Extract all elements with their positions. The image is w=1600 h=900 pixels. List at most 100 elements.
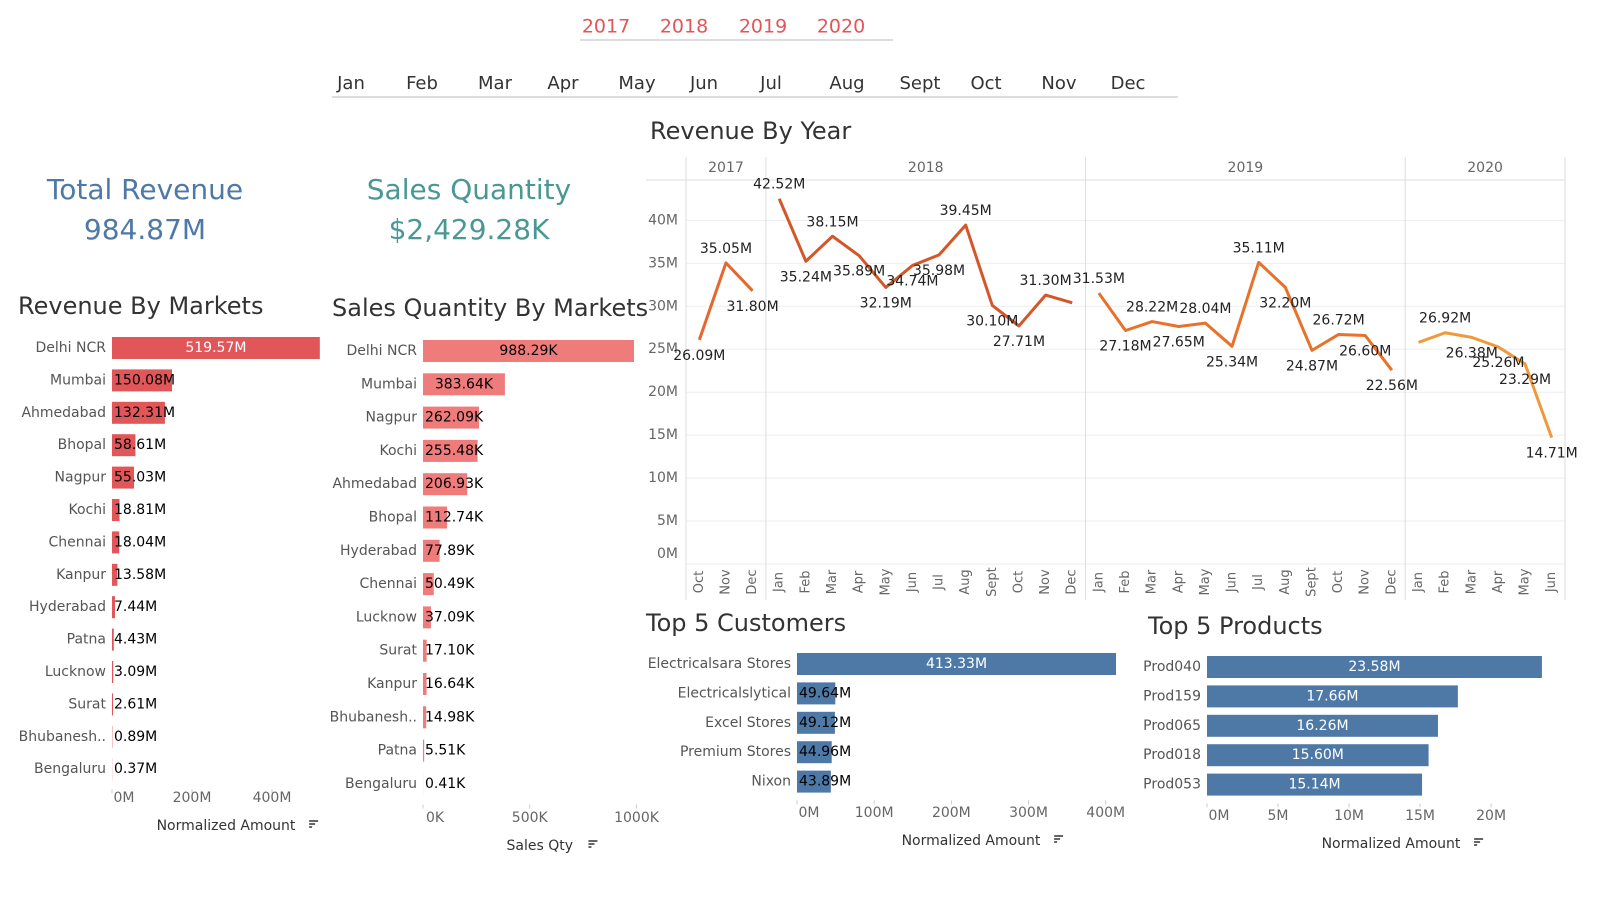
value-label: 132.31M (114, 405, 175, 421)
kpi-title: Total Revenue (46, 173, 243, 206)
value-label: 112.74K (425, 510, 484, 526)
line (1417, 331, 1554, 439)
x-tick-label: Mar (825, 569, 840, 594)
x-tick-label: 400M (1086, 805, 1125, 821)
y-tick-label: 0M (657, 546, 678, 562)
axis-title: Normalized Amount (157, 818, 296, 834)
value-label: 35.24M (780, 269, 832, 285)
x-tick-label: Nov (1358, 569, 1373, 595)
value-label: 42.52M (753, 177, 805, 193)
bar (423, 373, 505, 396)
month-filter[interactable]: Oct (970, 73, 1001, 94)
year-filter[interactable]: 2018 (660, 16, 708, 38)
category-label: Ahmedabad (332, 476, 417, 492)
category-label: Chennai (360, 576, 417, 592)
category-label: Bhubanesh.. (19, 729, 106, 745)
value-label: 38.15M (806, 214, 858, 230)
category-label: Kanpur (367, 676, 417, 692)
category-label: Kochi (379, 443, 417, 459)
value-label: 26.72M (1313, 312, 1365, 328)
x-tick-label: 15M (1405, 808, 1435, 824)
value-label: 35.98M (913, 263, 965, 279)
year-filter[interactable]: 2020 (817, 16, 865, 38)
month-filter[interactable]: Aug (829, 73, 864, 94)
value-label: 0.41K (425, 776, 466, 792)
x-tick-label: Nov (718, 569, 733, 595)
year-filter[interactable]: 2019 (739, 16, 787, 38)
x-tick-label: 300M (1009, 805, 1048, 821)
month-filter[interactable]: Jan (336, 73, 365, 94)
x-tick-label: Aug (958, 569, 973, 594)
category-label: Hyderabad (29, 599, 106, 615)
bar (112, 369, 173, 392)
kpi-value: 984.87M (84, 213, 206, 246)
category-label: Mumbai (50, 372, 106, 388)
value-label: 26.60M (1339, 343, 1391, 359)
value-label: 31.30M (1020, 273, 1072, 289)
value-label: 18.81M (114, 502, 166, 518)
value-label: 206.93K (425, 476, 484, 492)
bar (112, 466, 135, 489)
category-label: Nagpur (366, 410, 418, 426)
value-label: 31.53M (1073, 271, 1125, 287)
panel-header: 2020 (1467, 160, 1503, 176)
value-label: 383.64K (435, 376, 494, 392)
value-label: 13.58M (114, 567, 166, 583)
value-label: 27.18M (1099, 339, 1151, 355)
x-tick-label: 0M (799, 805, 820, 821)
y-tick-label: 30M (648, 298, 678, 314)
x-tick-label: Jan (1091, 572, 1106, 593)
value-label: 4.43M (114, 632, 157, 648)
value-label: 0.37M (114, 761, 157, 777)
kpi-value: $2,429.28K (389, 213, 551, 246)
x-tick-label: Apr (1491, 570, 1506, 593)
month-filter[interactable]: Feb (406, 73, 438, 94)
x-tick-label: Mar (1464, 569, 1479, 594)
x-tick-label: Feb (1118, 570, 1133, 593)
x-tick-label: 1000K (614, 810, 660, 826)
x-tick-label: May (1198, 568, 1213, 595)
x-tick-label: Jul (932, 574, 947, 591)
value-label: 413.33M (926, 656, 987, 672)
value-label: 27.65M (1153, 334, 1205, 350)
bar (423, 340, 634, 362)
bar (423, 406, 479, 429)
category-label: Prod159 (1143, 688, 1201, 704)
month-filter[interactable]: Nov (1041, 73, 1076, 94)
x-tick-label: Feb (798, 570, 813, 593)
category-label: Prod040 (1143, 659, 1201, 675)
y-tick-label: 25M (648, 341, 678, 357)
month-filter[interactable]: Jul (759, 73, 782, 94)
x-tick-label: Apr (1171, 570, 1186, 593)
month-filter[interactable]: May (618, 73, 656, 94)
value-label: 49.12M (799, 715, 851, 731)
category-label: Bhubanesh.. (330, 709, 417, 725)
value-label: 49.64M (799, 685, 851, 701)
bar (112, 596, 115, 619)
category-label: Prod065 (1143, 718, 1201, 734)
value-label: 262.09K (425, 410, 484, 426)
x-tick-label: Jun (1225, 572, 1240, 593)
month-filter[interactable]: Apr (547, 73, 579, 94)
year-filter[interactable]: 2017 (582, 16, 630, 38)
y-tick-label: 10M (648, 470, 678, 486)
bar (1207, 744, 1429, 767)
bar (797, 653, 1116, 675)
month-filter[interactable]: Dec (1111, 73, 1146, 94)
value-label: 55.03M (114, 470, 166, 486)
bar (423, 573, 434, 596)
category-label: Lucknow (356, 609, 417, 625)
month-filter[interactable]: Sept (900, 73, 941, 94)
value-label: 25.34M (1206, 354, 1258, 370)
month-filter[interactable]: Jun (689, 73, 718, 94)
month-filter[interactable]: Mar (478, 73, 513, 94)
category-label: Prod018 (1143, 747, 1201, 763)
x-tick-label: Dec (1384, 569, 1399, 594)
value-label: 30.10M (966, 313, 1018, 329)
chart-title: Sales Quantity By Markets (332, 294, 648, 322)
value-label: 35.05M (700, 241, 752, 257)
value-label: 0.89M (114, 729, 157, 745)
y-tick-label: 15M (648, 427, 678, 443)
category-label: Excel Stores (705, 715, 791, 731)
x-tick-label: Aug (1278, 569, 1293, 594)
